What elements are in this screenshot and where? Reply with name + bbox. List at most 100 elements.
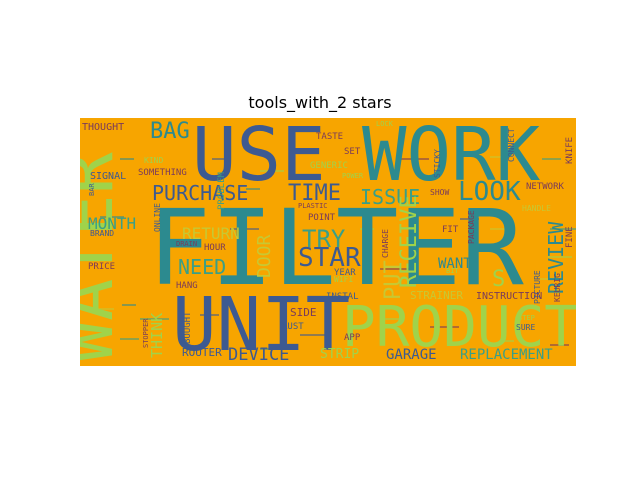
word-receive: RECEIVE (397, 195, 422, 288)
filler-word-mark (120, 158, 134, 160)
word-rust: RUST (282, 322, 304, 332)
word-use: USE (192, 118, 326, 198)
word-month: MONTH (88, 214, 136, 233)
word-issue: ISSUE (360, 185, 420, 209)
word-garage: GARAGE (386, 347, 437, 363)
word-strainer: STRAINER (410, 289, 463, 302)
filler-word-mark (550, 228, 576, 230)
word-review: REVIEW (544, 221, 568, 294)
word-network: NETWORK (526, 182, 565, 192)
filler-word-mark (260, 348, 284, 350)
word-problem: PROBLEM (217, 171, 227, 210)
word-price: PRICE (88, 262, 115, 272)
word-kind: KIND (144, 156, 163, 165)
word-keurig: KEURIG (553, 273, 562, 302)
word-want: WANT (438, 256, 472, 272)
filler-word-mark (548, 256, 572, 258)
word-connect: CONNECT (507, 128, 516, 162)
word-purchase: PURCHASE (152, 181, 248, 205)
word-put: PUT (381, 260, 406, 300)
word-package: PACKAGE (467, 210, 476, 244)
word-generic: GENERIC (310, 161, 348, 171)
filler-word-mark (400, 158, 429, 160)
word-replacement: REPLACEMENT (460, 347, 553, 363)
word-brand: BRAND (90, 229, 114, 238)
word-strip: STRIP (320, 347, 359, 362)
word-side: SIDE (290, 306, 317, 319)
word-plastic: PLASTIC (298, 202, 328, 210)
word-fine: FINE (565, 226, 575, 248)
filler-word-mark (490, 228, 514, 230)
word-something: SOMETHING (138, 168, 187, 178)
word-cloud-canvas: FILTER USE WORK WATER UNIT PRODUCT TIME LOOK ISS… (80, 118, 576, 366)
filler-word-mark (540, 278, 554, 280)
word-sure: SURE (516, 323, 535, 332)
filler-word-mark (410, 242, 429, 244)
filler-word-mark (120, 338, 139, 340)
filler-word-mark (100, 216, 124, 218)
word-year: YEAR (334, 268, 356, 278)
filler-word-mark (380, 268, 409, 270)
filler-word-mark (430, 326, 459, 328)
word-need: NEED (178, 255, 226, 279)
filler-word-mark (246, 188, 260, 190)
word-filter: FILTER (148, 187, 524, 309)
word-app: APP (344, 333, 361, 343)
word-instal: INSTAL (326, 292, 359, 302)
filler-word-mark (360, 228, 374, 230)
filler-word-mark (500, 340, 514, 342)
filler-word-mark (212, 158, 231, 160)
word-work: WORK (362, 118, 541, 198)
filler-word-mark (300, 334, 329, 336)
word-bag: BAG (150, 119, 190, 144)
word-point: POINT (308, 213, 336, 223)
word-picture: PICTURE (533, 270, 542, 304)
word-unit: UNIT (172, 282, 350, 366)
word-s: S (492, 267, 505, 292)
word-set: SET (344, 147, 361, 157)
filler-word-mark (140, 318, 169, 320)
filler-word-mark (260, 170, 284, 172)
filler-word-mark (550, 344, 569, 346)
word-drain: DRAIN (176, 240, 197, 248)
word-try: TRY (302, 225, 346, 253)
filler-word-mark (200, 314, 219, 316)
word-instruction: INSTRUCTION (476, 291, 542, 302)
word-bit: BIT (446, 267, 459, 275)
word-charge: CHARGE (381, 229, 390, 258)
filler-word-mark (230, 228, 259, 230)
word-time: TIME (288, 181, 341, 206)
word-bought: BOUGHT (183, 311, 193, 344)
word-fit: FIT (442, 225, 459, 235)
chart-title: tools_with_2 stars (248, 93, 392, 112)
word-thought: THOUGHT (82, 122, 124, 133)
word-bar: BAR (88, 183, 96, 196)
word-signal: SIGNAL (90, 171, 126, 182)
word-taste: TASTE (316, 132, 343, 142)
filler-word-mark (490, 156, 504, 158)
word-stopper: STOPPER (142, 318, 150, 348)
filler-word-mark (90, 308, 114, 310)
filler-word-mark (460, 218, 479, 220)
word-hang: HANG (176, 281, 198, 291)
word-water: WATER (80, 151, 129, 363)
word-door: DOOR (254, 234, 275, 278)
word-star: STAR (298, 243, 361, 273)
word-wifi: WIFI (334, 275, 353, 284)
word-online: ONLINE (153, 203, 162, 232)
word-lock: LOCK (376, 120, 394, 128)
word-hour: HOUR (204, 243, 226, 253)
word-product: PRODUCT (342, 295, 576, 360)
word-router: ROUTER (182, 346, 222, 359)
filler-word-mark (380, 318, 404, 320)
word-device: DEVICE (228, 345, 289, 365)
word-show: SHOW (430, 188, 449, 197)
word-handle: HANDLE (522, 204, 551, 213)
word-look: LOOK (458, 177, 521, 207)
word-knife: KNIFE (565, 137, 575, 164)
word-return: RETURN (182, 224, 240, 243)
word-step: STEP (518, 314, 535, 322)
filler-word-mark (122, 304, 136, 306)
word-sticky: STICKY (433, 149, 442, 178)
